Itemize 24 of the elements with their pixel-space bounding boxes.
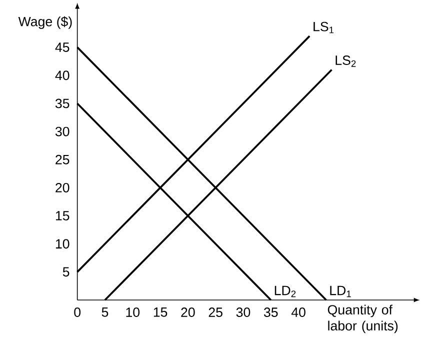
y-tick-label: 40 <box>55 70 70 80</box>
y-tick-label: 20 <box>56 182 70 192</box>
y-axis-title: Wage ($) <box>18 16 72 29</box>
x-tick-label: 25 <box>208 308 222 317</box>
x-tick-label: 5 <box>102 308 108 317</box>
series-label: LS$_{2}$ <box>336 56 356 67</box>
x-tick-label: 40 <box>291 308 306 317</box>
series-label: LD$_{1}$ <box>330 286 351 298</box>
x-tick-label: 20 <box>181 308 195 317</box>
x-axis-title: Quantity of labor (units) <box>328 304 398 334</box>
y-tick-label: 30 <box>55 126 70 136</box>
x-tick-label: 15 <box>154 308 168 317</box>
x-tick-label: 30 <box>236 308 250 317</box>
y-tick-label: 15 <box>56 211 70 220</box>
x-tick-label: 10 <box>126 308 140 317</box>
y-tick-label: 25 <box>56 154 70 164</box>
y-tick-label: 10 <box>56 239 70 249</box>
x-tick-label: 0 <box>74 308 81 317</box>
y-tick-label: 35 <box>55 98 70 108</box>
series-label: LS$_{1}$ <box>314 22 334 34</box>
series-label: LD$_{2}$ <box>274 286 296 298</box>
x-tick-label: 35 <box>264 308 278 317</box>
y-tick-label: 5 <box>62 267 70 277</box>
y-tick-label: 45 <box>55 42 70 52</box>
